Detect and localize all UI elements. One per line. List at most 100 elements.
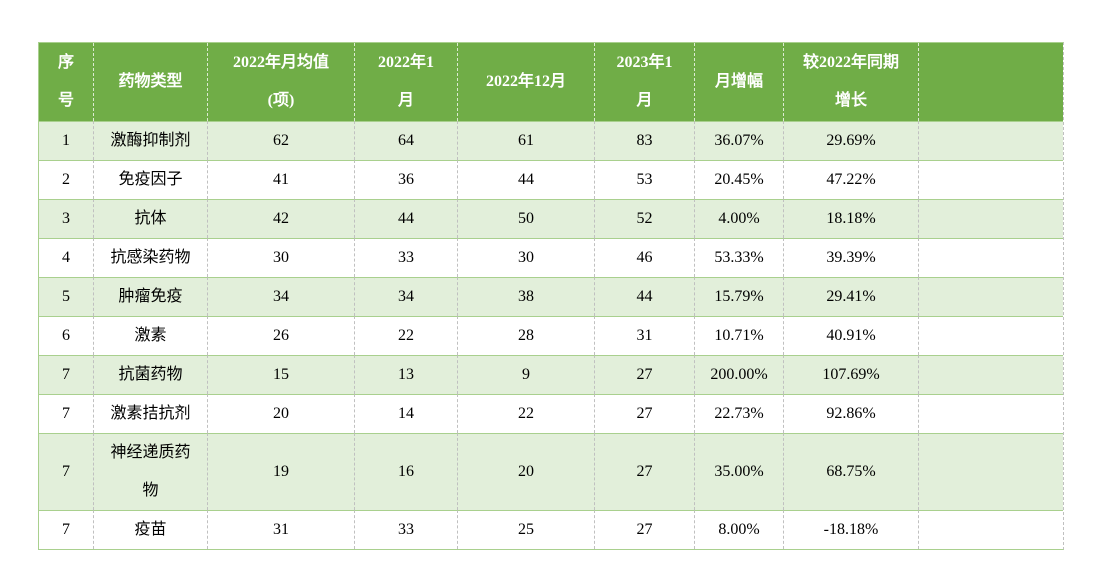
table-cell-type: 抗体 xyxy=(93,199,207,238)
table-cell-yoy: 92.86% xyxy=(783,394,918,433)
table-cell-yoy: 29.69% xyxy=(783,121,918,160)
table-cell-blank xyxy=(918,316,1063,355)
column-header-jan2023: 2023年1 月 xyxy=(594,43,694,121)
table-cell-avg2022: 30 xyxy=(207,238,354,277)
table-cell-avg2022: 15 xyxy=(207,355,354,394)
table-cell-mom: 10.71% xyxy=(694,316,783,355)
table-cell-type: 激酶抑制剂 xyxy=(93,121,207,160)
table-cell-mom: 22.73% xyxy=(694,394,783,433)
table-cell-seq: 3 xyxy=(39,199,93,238)
table-cell-jan2023: 46 xyxy=(594,238,694,277)
table-row: 3 抗体 42 44 50 52 4.00% 18.18% xyxy=(39,199,1063,238)
column-header-yoy: 较2022年同期 增长 xyxy=(783,43,918,121)
table-cell-dec2022: 25 xyxy=(457,510,594,549)
column-header-blank xyxy=(918,43,1063,121)
table-cell-jan2023: 27 xyxy=(594,355,694,394)
table-cell-yoy: 47.22% xyxy=(783,160,918,199)
table-row: 2 免疫因子 41 36 44 53 20.45% 47.22% xyxy=(39,160,1063,199)
table-row: 6 激素 26 22 28 31 10.71% 40.91% xyxy=(39,316,1063,355)
table-cell-avg2022: 31 xyxy=(207,510,354,549)
table-cell-avg2022: 34 xyxy=(207,277,354,316)
table-cell-seq: 4 xyxy=(39,238,93,277)
table-cell-jan2022: 14 xyxy=(354,394,457,433)
table-cell-mom: 8.00% xyxy=(694,510,783,549)
column-header-mom: 月增幅 xyxy=(694,43,783,121)
drug-table: 序 号药物类型 2022年月均值 (项) 2022年1 月 2022年12月 2023年… xyxy=(39,43,1063,549)
table-cell-yoy: 39.39% xyxy=(783,238,918,277)
table-cell-type: 疫苗 xyxy=(93,510,207,549)
table-cell-mom: 36.07% xyxy=(694,121,783,160)
table-cell-avg2022: 41 xyxy=(207,160,354,199)
table-cell-seq: 7 xyxy=(39,433,93,510)
table-cell-jan2023: 27 xyxy=(594,510,694,549)
table-cell-yoy: 18.18% xyxy=(783,199,918,238)
table-cell-jan2022: 33 xyxy=(354,510,457,549)
table-cell-jan2022: 34 xyxy=(354,277,457,316)
table-cell-dec2022: 20 xyxy=(457,433,594,510)
table-cell-seq: 7 xyxy=(39,355,93,394)
column-header-type: 药物类型 xyxy=(93,43,207,121)
table-cell-jan2022: 16 xyxy=(354,433,457,510)
table-cell-blank xyxy=(918,160,1063,199)
table-cell-dec2022: 28 xyxy=(457,316,594,355)
table-cell-mom: 4.00% xyxy=(694,199,783,238)
table-cell-mom: 200.00% xyxy=(694,355,783,394)
table-row: 1 激酶抑制剂 62 64 61 83 36.07% 29.69% xyxy=(39,121,1063,160)
table-cell-mom: 53.33% xyxy=(694,238,783,277)
column-header-jan2022: 2022年1 月 xyxy=(354,43,457,121)
table-cell-jan2023: 44 xyxy=(594,277,694,316)
table-cell-jan2022: 44 xyxy=(354,199,457,238)
table-cell-seq: 1 xyxy=(39,121,93,160)
table-cell-blank xyxy=(918,121,1063,160)
column-header-dec2022: 2022年12月 xyxy=(457,43,594,121)
table-cell-jan2022: 33 xyxy=(354,238,457,277)
column-header-avg2022: 2022年月均值 (项) xyxy=(207,43,354,121)
table-cell-type: 激素拮抗剂 xyxy=(93,394,207,433)
table-cell-avg2022: 42 xyxy=(207,199,354,238)
column-header-seq: 序 号 xyxy=(39,43,93,121)
table-cell-type: 抗菌药物 xyxy=(93,355,207,394)
table-cell-yoy: 68.75% xyxy=(783,433,918,510)
table-row: 7 神经递质药 物 19 16 20 27 35.00% 68.75% xyxy=(39,433,1063,510)
table-cell-jan2023: 27 xyxy=(594,433,694,510)
table-cell-seq: 7 xyxy=(39,394,93,433)
table-cell-avg2022: 19 xyxy=(207,433,354,510)
table-cell-jan2022: 36 xyxy=(354,160,457,199)
table-cell-seq: 2 xyxy=(39,160,93,199)
table-cell-blank xyxy=(918,238,1063,277)
table-cell-avg2022: 26 xyxy=(207,316,354,355)
table-cell-blank xyxy=(918,199,1063,238)
table-cell-dec2022: 22 xyxy=(457,394,594,433)
table-cell-mom: 35.00% xyxy=(694,433,783,510)
table-cell-jan2022: 64 xyxy=(354,121,457,160)
table-cell-type: 免疫因子 xyxy=(93,160,207,199)
table-cell-dec2022: 44 xyxy=(457,160,594,199)
table-row: 7 激素拮抗剂 20 14 22 27 22.73% 92.86% xyxy=(39,394,1063,433)
table-cell-dec2022: 61 xyxy=(457,121,594,160)
table-cell-mom: 15.79% xyxy=(694,277,783,316)
table-cell-type: 激素 xyxy=(93,316,207,355)
table-row: 4 抗感染药物 30 33 30 46 53.33% 39.39% xyxy=(39,238,1063,277)
table-row: 5 肿瘤免疫 34 34 38 44 15.79% 29.41% xyxy=(39,277,1063,316)
table-cell-blank xyxy=(918,433,1063,510)
table-cell-jan2023: 52 xyxy=(594,199,694,238)
table-cell-avg2022: 20 xyxy=(207,394,354,433)
table-cell-blank xyxy=(918,394,1063,433)
drug-statistics-table-container: 序 号药物类型 2022年月均值 (项) 2022年1 月 2022年12月 2023年… xyxy=(38,42,1064,550)
table-cell-type: 肿瘤免疫 xyxy=(93,277,207,316)
table-row: 7 抗菌药物 15 13 9 27 200.00% 107.69% xyxy=(39,355,1063,394)
table-cell-avg2022: 62 xyxy=(207,121,354,160)
header-row: 序 号药物类型 2022年月均值 (项) 2022年1 月 2022年12月 2023年… xyxy=(39,43,1063,121)
table-cell-jan2022: 22 xyxy=(354,316,457,355)
table-cell-dec2022: 50 xyxy=(457,199,594,238)
table-cell-yoy: 40.91% xyxy=(783,316,918,355)
table-cell-yoy: 107.69% xyxy=(783,355,918,394)
table-cell-type: 神经递质药 物 xyxy=(93,433,207,510)
table-cell-yoy: -18.18% xyxy=(783,510,918,549)
table-cell-dec2022: 38 xyxy=(457,277,594,316)
table-cell-dec2022: 30 xyxy=(457,238,594,277)
table-cell-jan2023: 31 xyxy=(594,316,694,355)
table-cell-seq: 6 xyxy=(39,316,93,355)
table-cell-mom: 20.45% xyxy=(694,160,783,199)
table-cell-blank xyxy=(918,277,1063,316)
